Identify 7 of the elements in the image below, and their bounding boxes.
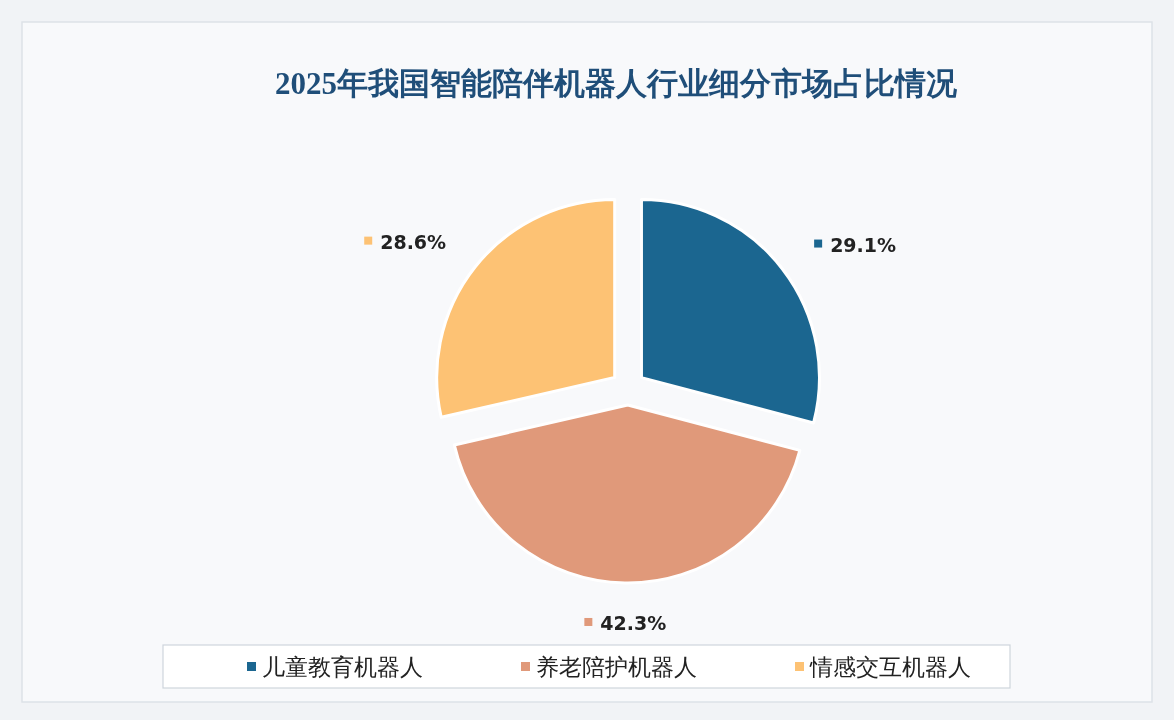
- data-label: 42.3%: [600, 611, 667, 634]
- chart-title: 2025年我国智能陪伴机器人行业细分市场占比情况: [275, 66, 957, 101]
- data-label: 28.6%: [380, 230, 447, 253]
- legend-label: 儿童教育机器人: [262, 654, 423, 680]
- legend-label: 情感交互机器人: [810, 654, 971, 680]
- data-label: 29.1%: [830, 233, 897, 256]
- legend-label: 养老陪护机器人: [536, 654, 697, 680]
